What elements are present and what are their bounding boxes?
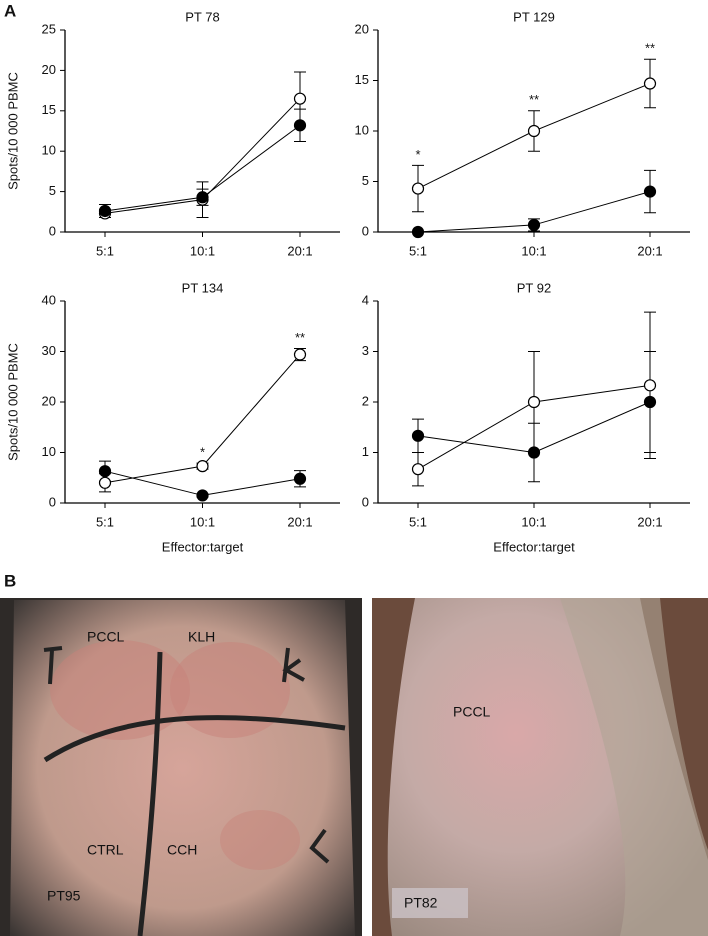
- chart-title: PT 78: [185, 9, 219, 24]
- y-tick-label: 2: [362, 393, 369, 408]
- x-axis-label: Effector:target: [493, 539, 575, 554]
- data-point: [293, 348, 307, 361]
- y-tick-label: 0: [49, 494, 56, 509]
- panel-label: A: [4, 1, 16, 20]
- chart-title: PT 134: [182, 280, 224, 295]
- data-point: [196, 489, 209, 502]
- y-tick-label: 15: [355, 72, 369, 87]
- photo: PCCL PT82: [372, 598, 708, 936]
- data-point: [196, 191, 209, 204]
- chart-title: PT 92: [517, 280, 551, 295]
- data-point: [527, 218, 541, 232]
- data-point: [643, 77, 657, 90]
- y-tick-label: 20: [355, 21, 369, 36]
- x-tick-label: 5:1: [409, 514, 427, 529]
- photo-label: PCCL: [87, 629, 125, 645]
- x-tick-label: 20:1: [287, 243, 312, 258]
- data-point: [411, 182, 425, 195]
- data-point: [293, 472, 307, 485]
- x-tick-label: 5:1: [96, 514, 114, 529]
- annotation: **: [645, 41, 655, 56]
- y-tick-label: 1: [362, 444, 369, 459]
- photo-label: KLH: [188, 629, 215, 645]
- data-point: [643, 395, 657, 409]
- data-point: [643, 379, 657, 392]
- x-tick-label: 20:1: [637, 514, 662, 529]
- data-point: [98, 476, 112, 489]
- annotation: **: [529, 92, 539, 107]
- photo-label: PT82: [404, 895, 438, 911]
- y-tick-label: 0: [49, 223, 56, 238]
- data-point: [411, 429, 425, 442]
- data-point: [196, 460, 209, 473]
- y-tick-label: 5: [49, 183, 56, 198]
- photo-label: CTRL: [87, 842, 124, 858]
- y-tick-label: 10: [355, 122, 369, 137]
- data-point: [98, 465, 112, 478]
- annotation: **: [295, 330, 305, 345]
- y-tick-label: 0: [362, 494, 369, 509]
- y-axis-label: Spots/10 000 PBMC: [5, 343, 20, 461]
- x-tick-label: 10:1: [521, 243, 546, 258]
- photo-label: CCH: [167, 842, 197, 858]
- annotation: *: [200, 445, 205, 460]
- x-tick-label: 10:1: [190, 243, 215, 258]
- y-tick-label: 15: [42, 102, 56, 117]
- photo: PCCL KLH CTRL CCH PT95: [0, 598, 362, 936]
- y-tick-label: 25: [42, 21, 56, 36]
- x-tick-label: 10:1: [190, 514, 215, 529]
- y-tick-label: 40: [42, 292, 56, 307]
- data-point: [411, 463, 425, 476]
- y-tick-label: 10: [42, 143, 56, 158]
- photo-label: PCCL: [453, 704, 491, 720]
- x-tick-label: 20:1: [637, 243, 662, 258]
- y-tick-label: 3: [362, 343, 369, 358]
- annotation: *: [415, 147, 420, 162]
- chart-title: PT 129: [513, 9, 555, 24]
- data-point: [527, 395, 541, 409]
- data-point: [293, 119, 307, 132]
- x-axis-label: Effector:target: [162, 539, 244, 554]
- y-tick-label: 5: [362, 173, 369, 188]
- y-axis-label: Spots/10 000 PBMC: [5, 72, 20, 190]
- y-tick-label: 4: [362, 292, 369, 307]
- x-tick-label: 20:1: [287, 514, 312, 529]
- data-point: [411, 225, 425, 239]
- panel-label: B: [4, 571, 16, 590]
- y-tick-label: 10: [42, 444, 56, 459]
- photo-label: PT95: [47, 888, 81, 904]
- y-tick-label: 20: [42, 393, 56, 408]
- data-point: [98, 204, 112, 218]
- x-tick-label: 10:1: [521, 514, 546, 529]
- data-point: [293, 92, 307, 105]
- y-tick-label: 0: [362, 223, 369, 238]
- y-tick-label: 30: [42, 343, 56, 358]
- data-point: [643, 185, 657, 198]
- x-tick-label: 5:1: [409, 243, 427, 258]
- y-tick-label: 20: [42, 62, 56, 77]
- x-tick-label: 5:1: [96, 243, 114, 258]
- data-point: [527, 124, 541, 138]
- data-point: [527, 446, 541, 459]
